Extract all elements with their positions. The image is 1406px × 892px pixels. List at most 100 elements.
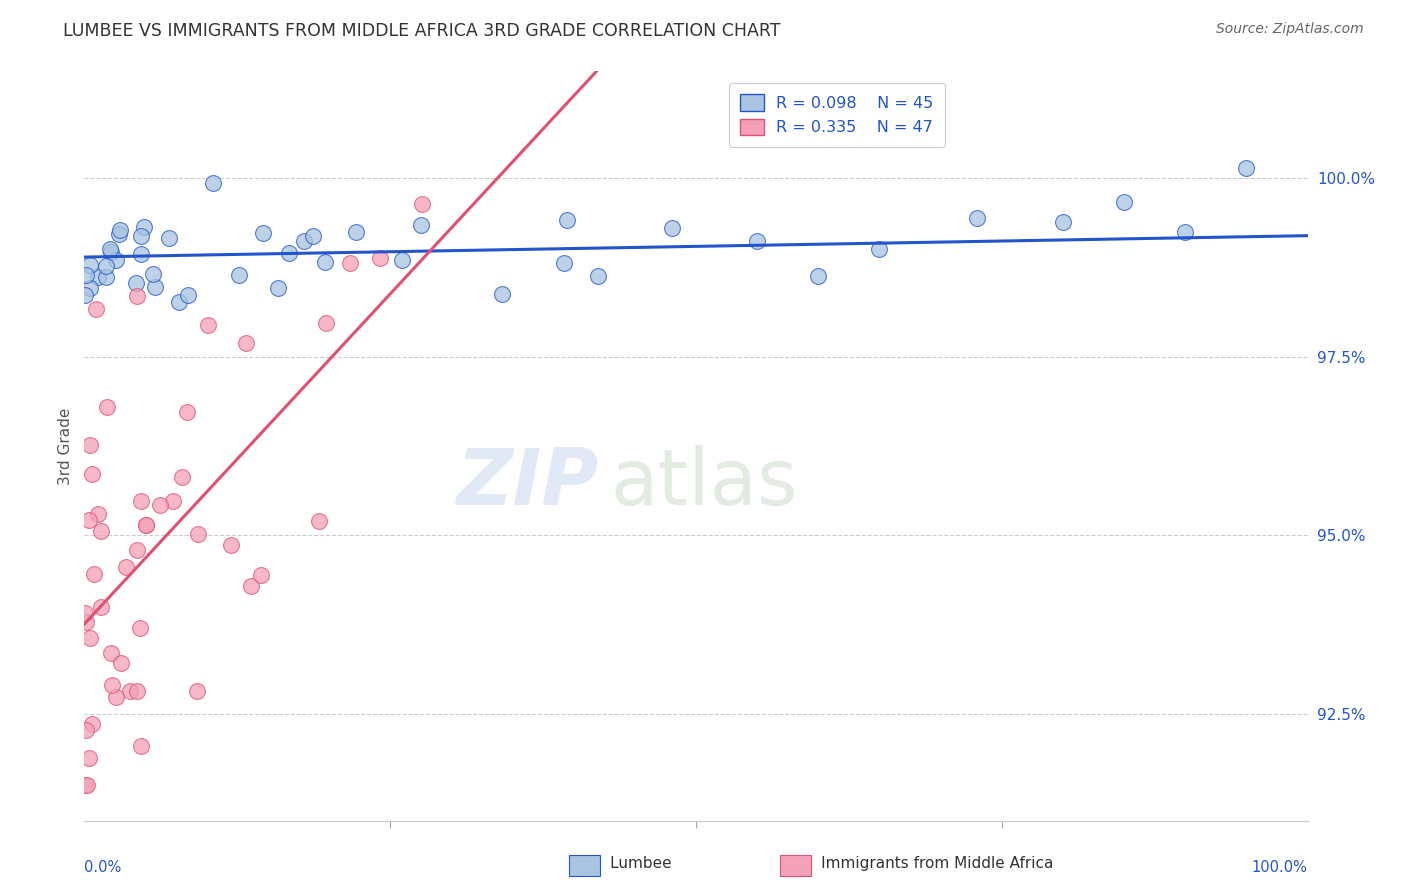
Point xyxy=(129,621,152,635)
Point xyxy=(176,405,198,419)
Point xyxy=(339,256,361,270)
Point xyxy=(79,281,101,295)
Point xyxy=(239,579,262,593)
Point xyxy=(201,176,224,190)
Point xyxy=(90,599,112,614)
Text: Immigrants from Middle Africa: Immigrants from Middle Africa xyxy=(787,856,1053,871)
Point xyxy=(73,778,96,792)
Y-axis label: 3rd Grade: 3rd Grade xyxy=(58,408,73,484)
Point xyxy=(76,268,98,282)
Point xyxy=(411,218,433,232)
Point xyxy=(162,493,184,508)
Point xyxy=(197,318,219,333)
Point xyxy=(266,281,288,295)
Text: 100.0%: 100.0% xyxy=(1251,860,1308,874)
Point xyxy=(114,559,136,574)
Point xyxy=(84,301,107,316)
Point xyxy=(177,288,200,302)
Text: Lumbee: Lumbee xyxy=(576,856,672,871)
Point xyxy=(235,336,257,351)
Point xyxy=(77,513,100,527)
Point xyxy=(1236,161,1258,175)
Point xyxy=(108,227,131,242)
Point xyxy=(105,690,128,704)
Point xyxy=(157,231,180,245)
Point xyxy=(807,268,830,283)
Point xyxy=(82,716,104,731)
Point xyxy=(586,268,609,283)
Point xyxy=(127,289,149,303)
Point xyxy=(83,566,105,581)
Point xyxy=(186,684,208,698)
Point xyxy=(292,234,315,248)
Point xyxy=(135,517,157,532)
Point xyxy=(80,467,103,481)
Point xyxy=(557,213,579,227)
Point xyxy=(98,243,121,257)
Point xyxy=(491,287,513,301)
Point xyxy=(315,316,337,330)
Point xyxy=(135,517,157,532)
Point xyxy=(278,246,301,260)
Point xyxy=(76,778,98,792)
Point xyxy=(125,277,148,291)
Point xyxy=(75,287,97,301)
Point xyxy=(96,401,118,415)
Point xyxy=(100,646,122,660)
Point xyxy=(314,255,336,269)
Point xyxy=(129,246,152,260)
Point xyxy=(118,683,141,698)
Point xyxy=(129,228,152,243)
Point xyxy=(108,223,131,237)
Point xyxy=(129,739,152,754)
Point xyxy=(79,631,101,645)
Point xyxy=(966,211,988,226)
Point xyxy=(96,270,118,285)
Text: 0.0%: 0.0% xyxy=(84,860,121,874)
Point xyxy=(87,508,110,522)
Point xyxy=(747,234,769,248)
Point xyxy=(90,524,112,538)
Point xyxy=(344,225,367,239)
Point xyxy=(228,268,250,282)
Point xyxy=(129,493,152,508)
Point xyxy=(553,256,575,270)
Point xyxy=(187,527,209,541)
Point xyxy=(143,279,166,293)
Text: LUMBEE VS IMMIGRANTS FROM MIDDLE AFRICA 3RD GRADE CORRELATION CHART: LUMBEE VS IMMIGRANTS FROM MIDDLE AFRICA … xyxy=(63,22,780,40)
Point xyxy=(77,750,100,764)
Text: Source: ZipAtlas.com: Source: ZipAtlas.com xyxy=(1216,22,1364,37)
Point xyxy=(134,220,156,235)
Point xyxy=(96,260,118,274)
Point xyxy=(302,229,325,244)
Point xyxy=(101,678,124,692)
Point xyxy=(87,269,110,284)
Point xyxy=(75,615,97,629)
Point xyxy=(219,538,242,552)
Text: ZIP: ZIP xyxy=(456,445,598,522)
Point xyxy=(127,684,149,698)
Point xyxy=(142,267,165,281)
Point xyxy=(75,723,97,737)
Point xyxy=(79,258,101,272)
Point xyxy=(1174,225,1197,239)
Legend: R = 0.098    N = 45, R = 0.335    N = 47: R = 0.098 N = 45, R = 0.335 N = 47 xyxy=(728,83,945,146)
Point xyxy=(1114,194,1136,209)
Point xyxy=(869,242,891,256)
Point xyxy=(368,251,391,265)
Point xyxy=(391,252,413,267)
Text: atlas: atlas xyxy=(610,445,797,522)
Point xyxy=(73,606,96,620)
Point xyxy=(100,245,122,260)
Point xyxy=(172,470,194,484)
Point xyxy=(308,514,330,528)
Point xyxy=(167,294,190,309)
Point xyxy=(127,543,149,558)
Point xyxy=(252,226,274,240)
Point xyxy=(110,656,132,670)
Point xyxy=(1052,215,1074,229)
Point xyxy=(79,438,101,452)
Point xyxy=(105,253,128,268)
Point xyxy=(411,197,433,211)
Point xyxy=(661,220,683,235)
